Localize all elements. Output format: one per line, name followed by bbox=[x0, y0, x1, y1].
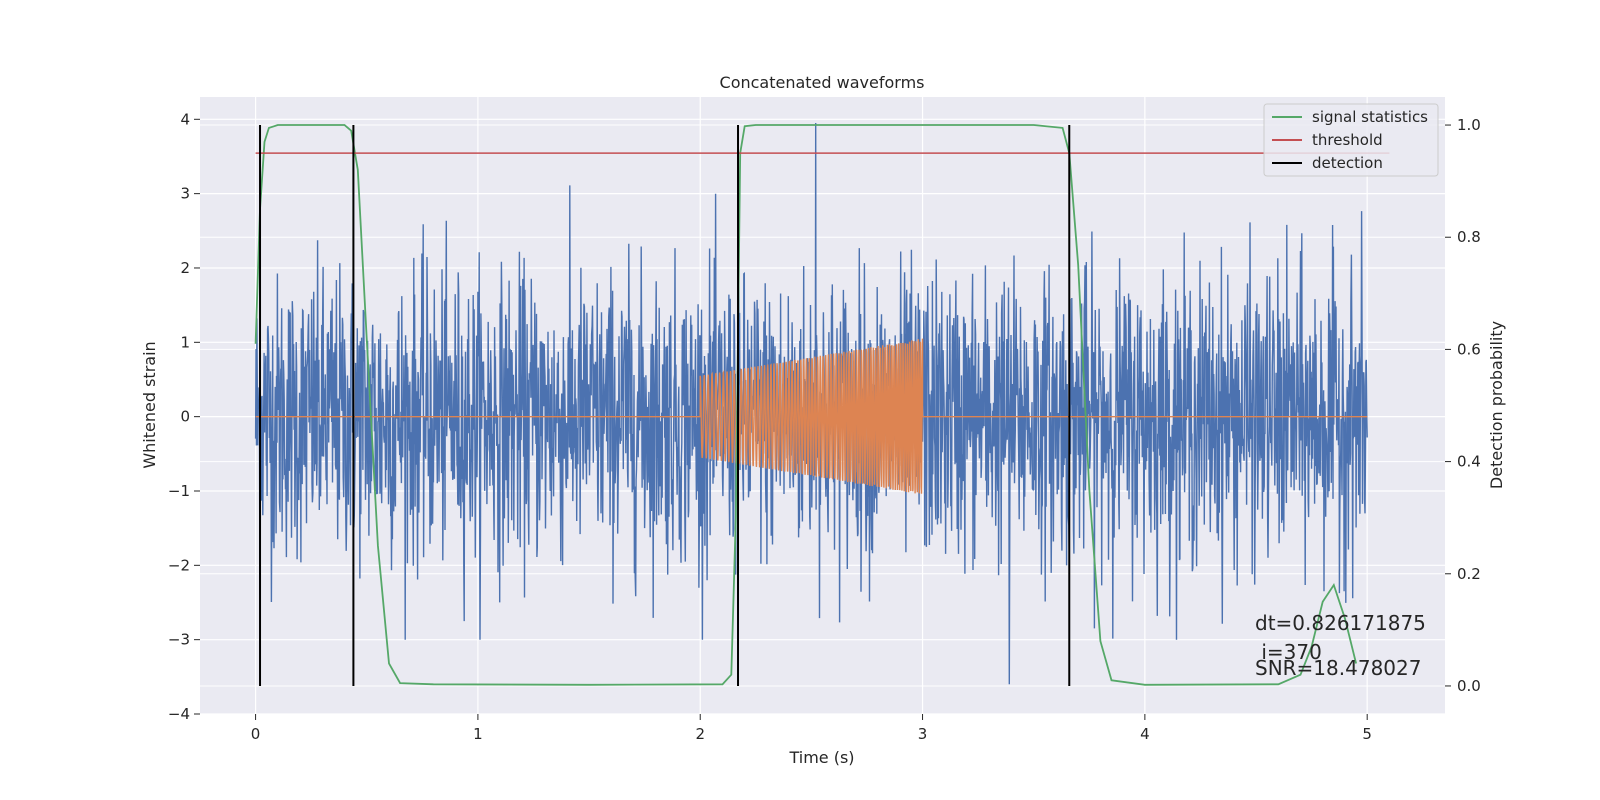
x-tick-label: 3 bbox=[918, 725, 928, 743]
y-tick-label: 1 bbox=[180, 333, 190, 351]
legend-label-detection: detection bbox=[1312, 154, 1383, 172]
x-tick-label: 1 bbox=[473, 725, 483, 743]
y-tick-label: −1 bbox=[168, 482, 190, 500]
chart-title: Concatenated waveforms bbox=[720, 73, 925, 92]
y-right-tick-label: 0.8 bbox=[1457, 228, 1481, 246]
axis-ticks: 0 1 2 3 4 5 −4 −3 −2 −1 0 1 2 3 4 0.0 0.2 0.4 0.6 0.8 1.0 bbox=[168, 110, 1481, 743]
x-tick-label: 2 bbox=[695, 725, 705, 743]
legend-label-threshold: threshold bbox=[1312, 131, 1383, 149]
y-right-tick-label: 0.6 bbox=[1457, 340, 1481, 358]
x-tick-label: 4 bbox=[1140, 725, 1150, 743]
y-tick-label: 4 bbox=[180, 110, 190, 128]
legend-box bbox=[1263, 103, 1439, 177]
annotation-snr: SNR=18.478027 bbox=[1255, 656, 1421, 680]
y-right-tick-label: 1.0 bbox=[1457, 116, 1481, 134]
detection-series bbox=[259, 125, 1071, 686]
y-tick-label: 3 bbox=[180, 185, 190, 203]
y-tick-label: −4 bbox=[168, 705, 190, 723]
y-right-tick-label: 0.4 bbox=[1457, 453, 1481, 471]
x-tick-label: 0 bbox=[251, 725, 261, 743]
x-axis-label: Time (s) bbox=[788, 748, 854, 767]
y-right-tick-label: 0.0 bbox=[1457, 677, 1481, 695]
annotation-i: i=370 bbox=[1255, 640, 1322, 664]
legend-label-signal-statistics: signal statistics bbox=[1312, 108, 1428, 126]
y-tick-label: 2 bbox=[180, 259, 190, 277]
legend: signal statistics threshold detection bbox=[1263, 103, 1439, 177]
y-right-axis-label: Detection probability bbox=[1487, 321, 1506, 489]
y-tick-label: 0 bbox=[180, 408, 190, 426]
x-tick-label: 5 bbox=[1362, 725, 1372, 743]
y-right-tick-label: 0.2 bbox=[1457, 565, 1481, 583]
y-axis-label: Whitened strain bbox=[140, 341, 159, 468]
y-tick-label: −2 bbox=[168, 556, 190, 574]
y-tick-label: −3 bbox=[168, 631, 190, 649]
annotation-dt: dt=0.826171875 bbox=[1255, 611, 1426, 635]
